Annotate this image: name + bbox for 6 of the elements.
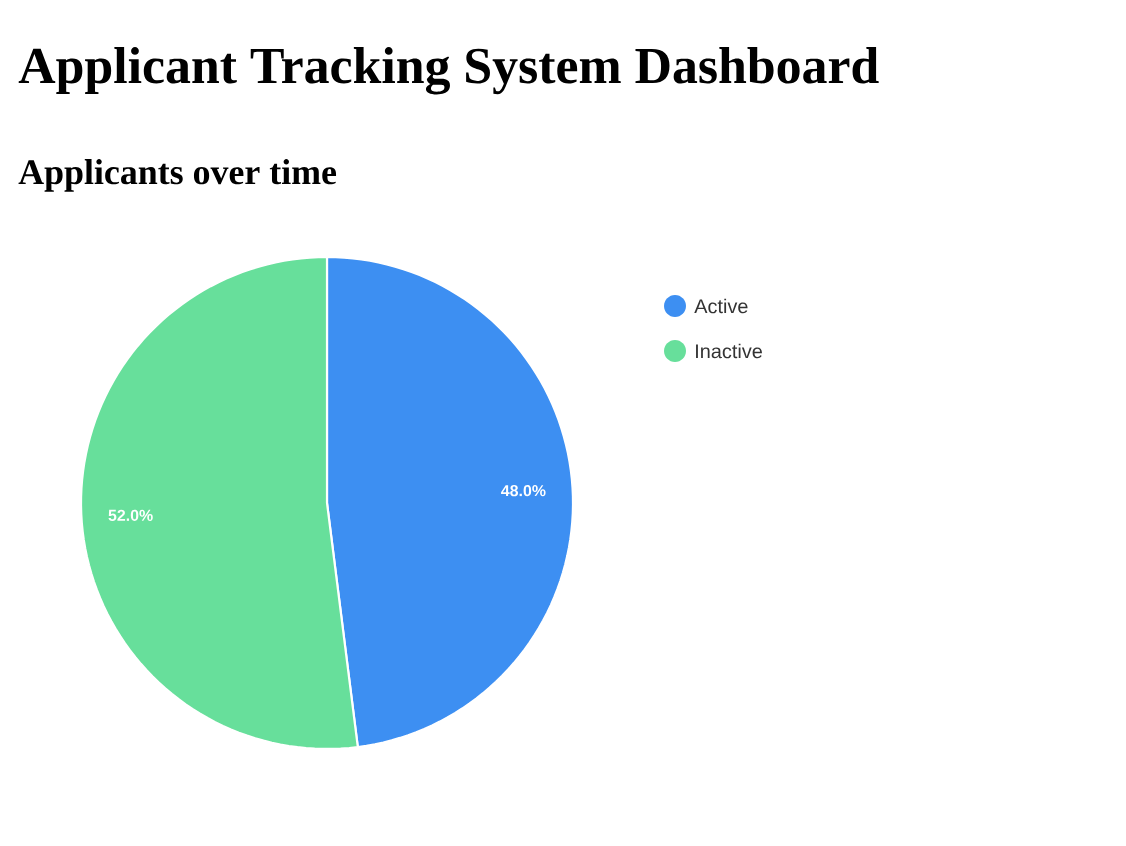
- chart-title: Applicant Tracking System Dashboard: [18, 47, 879, 95]
- legend-label: Active: [694, 298, 748, 314]
- data-label: 48.0%: [501, 484, 546, 497]
- data-label: 52.0%: [108, 509, 153, 521]
- legend-label: Inactive: [696, 343, 762, 359]
- chart-subtitle: Applicants over time: [18, 159, 337, 192]
